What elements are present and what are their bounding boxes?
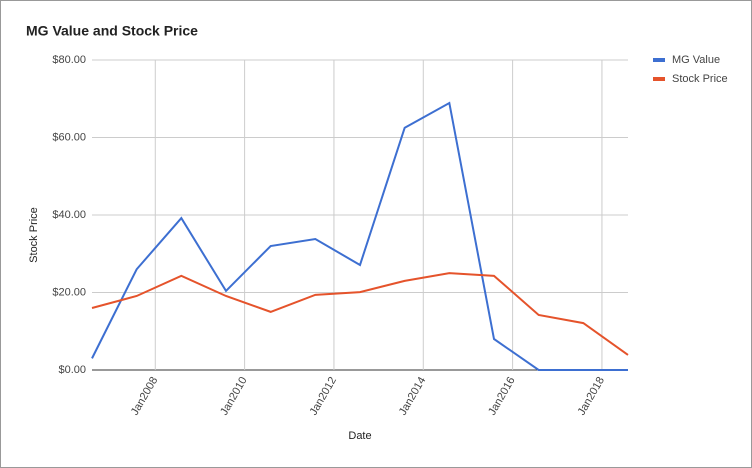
- data-line: [91, 101, 628, 371]
- legend-label: Stock Price: [672, 73, 728, 85]
- data-line: [91, 272, 629, 356]
- y-axis-label: Stock Price: [28, 207, 40, 263]
- legend-swatch: [653, 58, 665, 62]
- y-tick-label: $20.00: [52, 286, 86, 298]
- y-tick-label: $40.00: [52, 209, 86, 221]
- y-tick-label: $80.00: [52, 54, 86, 66]
- y-tick-label: $0.00: [58, 364, 86, 376]
- legend-swatch: [653, 77, 665, 81]
- legend-label: MG Value: [672, 54, 720, 66]
- y-tick-label: $60.00: [52, 131, 86, 143]
- chart-title: MG Value and Stock Price: [26, 23, 198, 39]
- x-axis-label: Date: [348, 430, 371, 442]
